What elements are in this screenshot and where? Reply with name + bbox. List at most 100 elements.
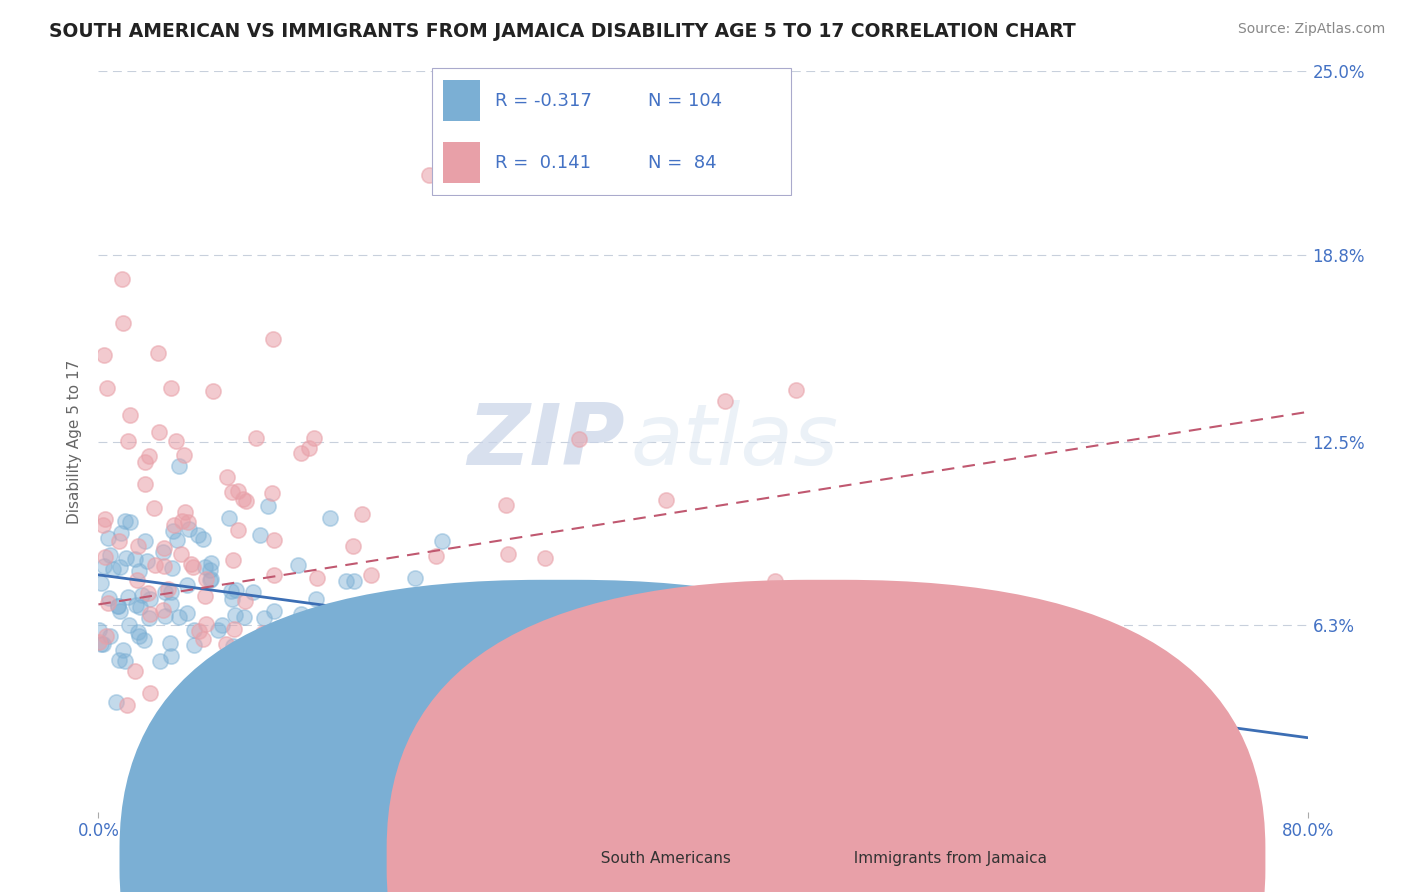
Point bbox=[117, 698, 139, 713]
Point bbox=[343, 648, 366, 662]
Point bbox=[93, 549, 115, 564]
Point bbox=[134, 477, 156, 491]
Point bbox=[534, 550, 557, 565]
Point bbox=[470, 648, 492, 662]
Point bbox=[143, 501, 166, 516]
Point bbox=[117, 590, 139, 604]
Point bbox=[329, 627, 352, 641]
Point bbox=[128, 629, 150, 643]
Point bbox=[226, 483, 249, 498]
Point bbox=[110, 525, 132, 540]
Point bbox=[107, 534, 129, 549]
Point bbox=[90, 576, 112, 591]
Point bbox=[138, 610, 160, 624]
Point bbox=[425, 549, 447, 563]
Point bbox=[110, 271, 132, 285]
Point bbox=[100, 548, 122, 562]
Point bbox=[152, 603, 174, 617]
Point bbox=[249, 528, 271, 542]
Point bbox=[290, 446, 312, 460]
Point bbox=[129, 599, 152, 614]
Point bbox=[134, 455, 156, 469]
Point bbox=[200, 556, 222, 570]
Point bbox=[298, 441, 321, 455]
Point bbox=[207, 623, 229, 637]
Point bbox=[252, 625, 274, 640]
Point bbox=[146, 345, 169, 359]
Point bbox=[224, 622, 246, 636]
Point bbox=[173, 448, 195, 462]
Point bbox=[225, 583, 247, 598]
Point bbox=[343, 574, 366, 588]
Point bbox=[404, 571, 426, 585]
Point bbox=[193, 632, 215, 647]
Point bbox=[242, 649, 264, 664]
Point bbox=[98, 591, 121, 606]
Point bbox=[159, 722, 181, 736]
Point bbox=[128, 564, 150, 578]
Point bbox=[225, 646, 247, 660]
Point bbox=[233, 594, 256, 608]
Point bbox=[228, 523, 250, 537]
Point bbox=[211, 618, 233, 632]
Point bbox=[215, 470, 238, 484]
Point bbox=[353, 678, 375, 692]
Point bbox=[107, 599, 129, 613]
Point bbox=[138, 449, 160, 463]
Text: R = -0.317: R = -0.317 bbox=[495, 92, 592, 110]
Point bbox=[785, 383, 807, 397]
Point bbox=[188, 624, 211, 638]
Point bbox=[219, 583, 242, 598]
Point bbox=[107, 599, 129, 613]
Point bbox=[187, 527, 209, 541]
Point bbox=[262, 332, 284, 346]
Point bbox=[262, 485, 284, 500]
Y-axis label: Disability Age 5 to 17: Disability Age 5 to 17 bbox=[67, 359, 83, 524]
Point bbox=[170, 514, 193, 528]
Text: R =  0.141: R = 0.141 bbox=[495, 153, 591, 171]
Point bbox=[167, 459, 190, 474]
Point bbox=[257, 652, 280, 666]
Point bbox=[108, 560, 131, 574]
Point bbox=[87, 635, 110, 649]
Point bbox=[152, 545, 174, 559]
Text: atlas: atlas bbox=[630, 400, 838, 483]
Point bbox=[160, 380, 183, 394]
Point bbox=[200, 573, 222, 587]
Point bbox=[89, 623, 111, 637]
Point bbox=[232, 491, 254, 506]
Point bbox=[134, 632, 156, 647]
Point bbox=[221, 553, 243, 567]
Point bbox=[245, 431, 267, 445]
Point bbox=[368, 634, 391, 648]
Point bbox=[111, 643, 134, 657]
Point bbox=[93, 348, 115, 362]
Point bbox=[253, 642, 276, 657]
Point bbox=[96, 381, 118, 395]
Bar bbox=[443, 142, 479, 184]
Text: ZIP: ZIP bbox=[467, 400, 624, 483]
Point bbox=[263, 567, 285, 582]
Point bbox=[94, 512, 117, 526]
Point bbox=[165, 434, 187, 449]
Point bbox=[222, 639, 245, 653]
Point bbox=[153, 585, 176, 599]
Text: SOUTH AMERICAN VS IMMIGRANTS FROM JAMAICA DISABILITY AGE 5 TO 17 CORRELATION CHA: SOUTH AMERICAN VS IMMIGRANTS FROM JAMAIC… bbox=[49, 22, 1076, 41]
Point bbox=[200, 573, 222, 587]
Point bbox=[233, 657, 256, 671]
Point bbox=[418, 168, 440, 182]
Point bbox=[366, 615, 388, 629]
Point bbox=[183, 624, 205, 638]
Point bbox=[224, 608, 246, 623]
Point bbox=[195, 617, 218, 632]
Point bbox=[155, 608, 177, 623]
Point bbox=[148, 425, 170, 439]
Point bbox=[273, 666, 295, 681]
Point bbox=[127, 625, 149, 640]
Point bbox=[432, 533, 454, 548]
Point bbox=[183, 638, 205, 652]
Point bbox=[159, 584, 181, 599]
Point bbox=[118, 408, 141, 422]
Point bbox=[242, 584, 264, 599]
Point bbox=[114, 551, 136, 566]
